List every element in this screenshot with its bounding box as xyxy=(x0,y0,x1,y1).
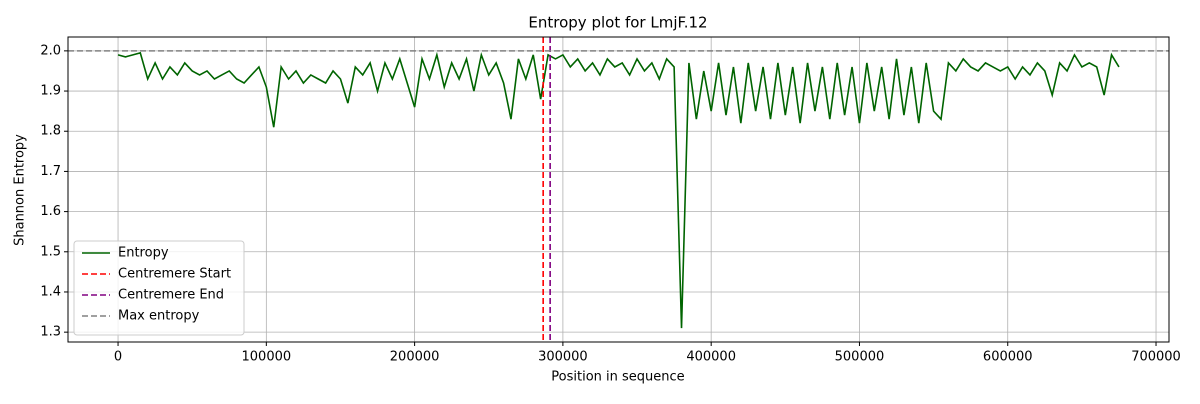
x-tick-label: 300000 xyxy=(538,350,588,365)
y-tick-label: 1.5 xyxy=(40,244,61,259)
entropy-line xyxy=(117,51,1120,329)
plot-frame xyxy=(67,36,1170,343)
y-tick-label: 1.9 xyxy=(40,84,61,99)
legend-label: Centremere End xyxy=(118,288,224,303)
y-tick-label: 1.4 xyxy=(40,284,61,299)
legend-label: Centremere Start xyxy=(118,267,231,282)
y-tick-label: 1.8 xyxy=(40,124,61,139)
x-axis-label: Position in sequence xyxy=(551,370,684,385)
x-tick-label: 200000 xyxy=(390,350,440,365)
y-tick-label: 1.7 xyxy=(40,164,61,179)
y-tick-label: 2.0 xyxy=(40,43,61,58)
legend-label: Entropy xyxy=(118,246,169,261)
legend-box xyxy=(73,240,245,336)
y-axis-label: Shannon Entropy xyxy=(13,134,28,246)
legend-label: Max entropy xyxy=(118,309,200,324)
chart-title: Entropy plot for LmjF.12 xyxy=(528,14,707,32)
x-tick-label: 700000 xyxy=(1131,350,1181,365)
x-tick-label: 100000 xyxy=(242,350,292,365)
x-tick-label: 0 xyxy=(114,350,122,365)
y-tick-label: 1.3 xyxy=(40,325,61,340)
x-tick-label: 500000 xyxy=(835,350,885,365)
x-tick-label: 600000 xyxy=(983,350,1033,365)
y-tick-label: 1.6 xyxy=(40,204,61,219)
legend: Entropy Centremere Start Centremere End Max… xyxy=(73,240,245,336)
x-tick-label: 400000 xyxy=(686,350,736,365)
